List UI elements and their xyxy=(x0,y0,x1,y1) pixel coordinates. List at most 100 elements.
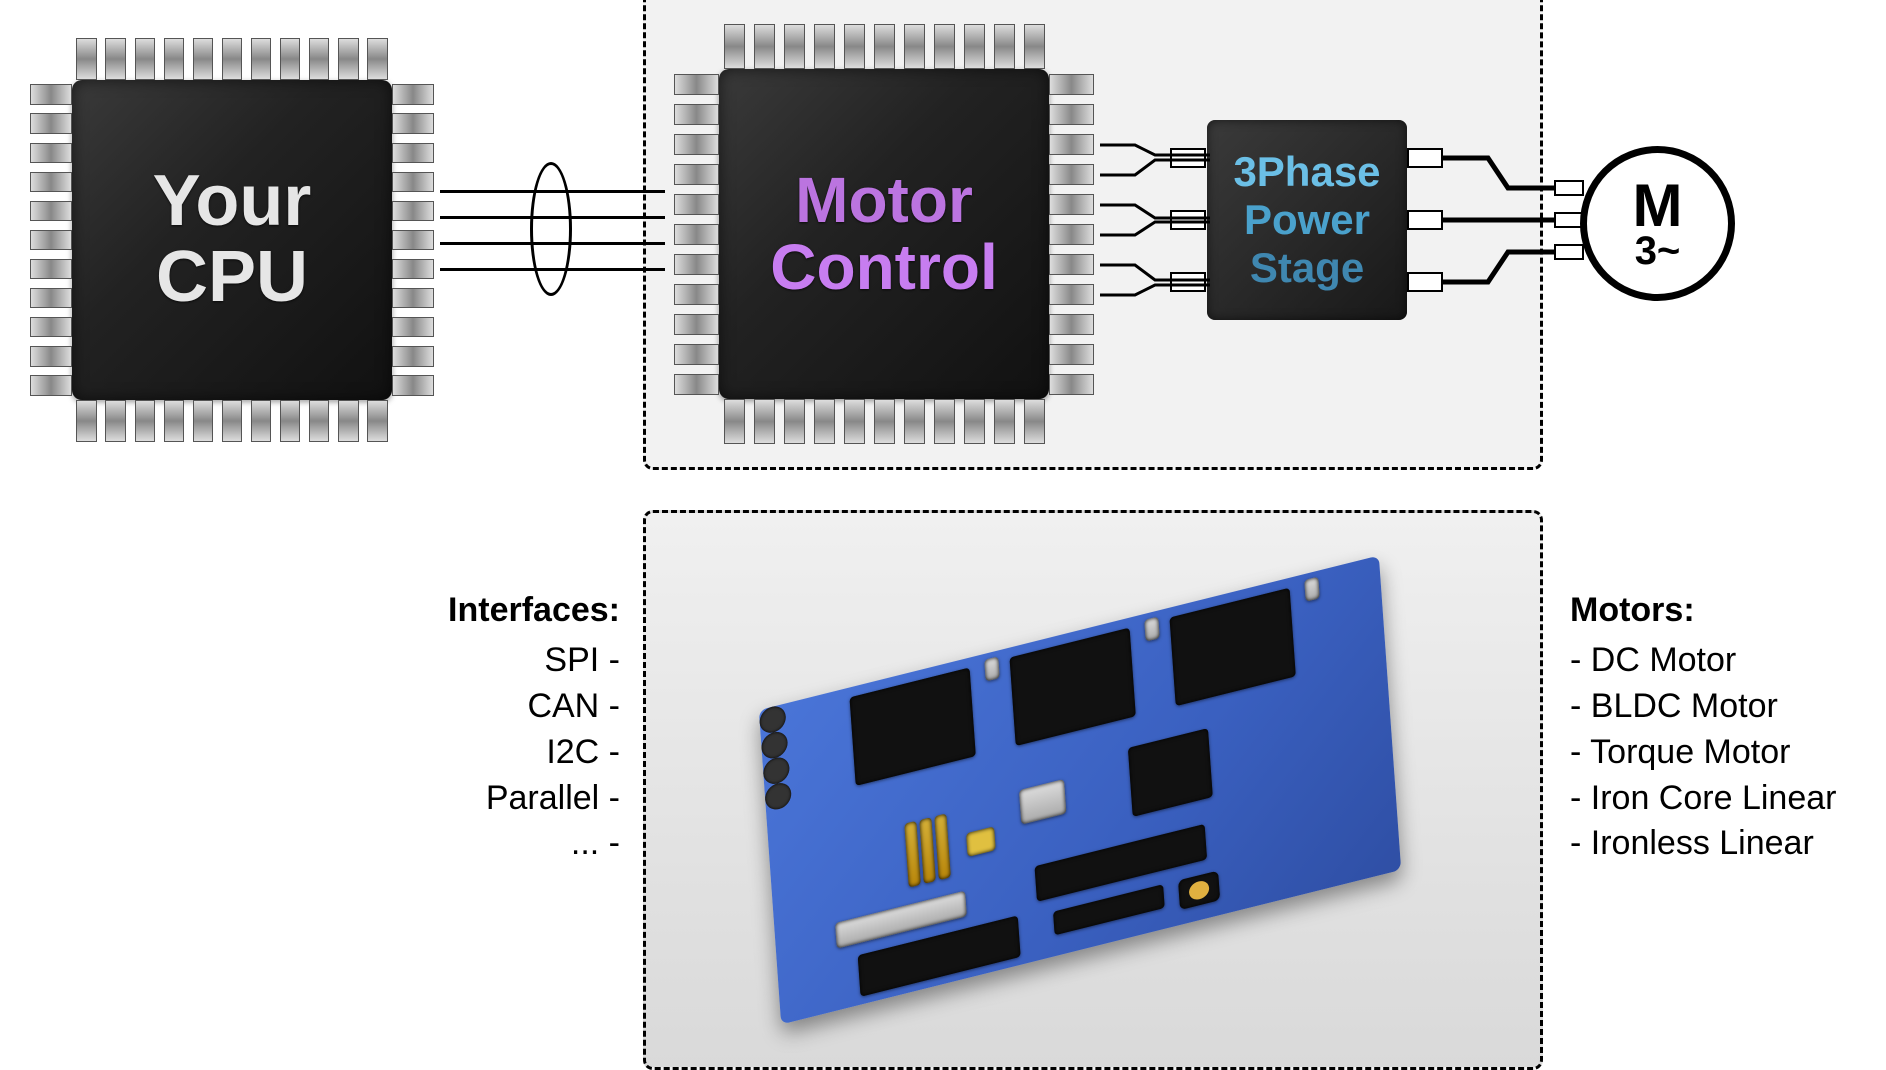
chip-pin xyxy=(934,399,955,444)
chip-pin xyxy=(994,399,1015,444)
chip-pin xyxy=(754,24,775,69)
motor-label-bot: 3~ xyxy=(1635,233,1681,269)
chip-pin xyxy=(674,314,719,335)
interfaces-list: Interfaces: SPI - CAN - I2C - Parallel -… xyxy=(360,588,620,867)
chip-pin xyxy=(1024,399,1045,444)
chip-pin xyxy=(193,38,213,80)
chip-pin xyxy=(754,399,775,444)
chip-pin xyxy=(367,400,387,442)
motors-list: Motors: - DC Motor - BLDC Motor - Torque… xyxy=(1570,588,1886,867)
chip-pin xyxy=(1049,254,1094,275)
bus-cable-ellipse-icon xyxy=(530,162,572,296)
motor-control-chip: Motor Control xyxy=(664,14,1104,454)
chip-pin xyxy=(30,172,72,192)
motors-item: - DC Motor xyxy=(1570,638,1886,684)
chip-pin xyxy=(30,113,72,133)
motors-item: - Ironless Linear xyxy=(1570,821,1886,867)
chip-pin xyxy=(222,38,242,80)
chip-pin xyxy=(934,24,955,69)
mc-chip-label-1: Motor xyxy=(795,167,973,234)
chip-pin xyxy=(814,399,835,444)
chip-pin xyxy=(30,346,72,366)
chip-pin xyxy=(674,344,719,365)
chip-pin xyxy=(309,400,329,442)
chip-pin xyxy=(30,143,72,163)
chip-pin xyxy=(105,400,125,442)
chip-pin xyxy=(844,24,865,69)
chip-pin xyxy=(904,399,925,444)
chip-pin xyxy=(30,259,72,279)
chip-pin xyxy=(280,38,300,80)
chip-pin xyxy=(338,38,358,80)
chip-pin xyxy=(251,38,271,80)
chip-pin xyxy=(30,288,72,308)
chip-pin xyxy=(392,288,434,308)
chip-pin xyxy=(164,400,184,442)
chip-pin xyxy=(674,284,719,305)
chip-pin xyxy=(1049,374,1094,395)
power-stage-chip: 3Phase Power Stage xyxy=(1207,120,1407,320)
chip-pin xyxy=(251,400,271,442)
chip-pin xyxy=(392,230,434,250)
chip-pin xyxy=(1024,24,1045,69)
pwr-to-motor-wires xyxy=(1443,148,1573,308)
chip-pin xyxy=(674,194,719,215)
chip-pin xyxy=(164,38,184,80)
chip-pin xyxy=(30,375,72,395)
chip-pin xyxy=(309,38,329,80)
interfaces-item: CAN - xyxy=(360,684,620,730)
chip-pin xyxy=(392,201,434,221)
chip-pin xyxy=(814,24,835,69)
chip-pin xyxy=(784,24,805,69)
interfaces-item: SPI - xyxy=(360,638,620,684)
chip-pin xyxy=(674,374,719,395)
chip-pin xyxy=(392,259,434,279)
chip-pin xyxy=(105,38,125,80)
pwr-stub xyxy=(1407,148,1443,168)
chip-pin xyxy=(338,400,358,442)
power-stage-label-1: 3Phase xyxy=(1233,148,1380,196)
chip-pin xyxy=(222,400,242,442)
chip-pin xyxy=(1049,164,1094,185)
chip-pin xyxy=(1049,194,1094,215)
chip-pin xyxy=(724,24,745,69)
chip-pin xyxy=(30,317,72,337)
chip-pin xyxy=(392,317,434,337)
chip-pin xyxy=(784,399,805,444)
chip-pin xyxy=(392,143,434,163)
motor-symbol: M 3~ xyxy=(1560,140,1760,310)
power-stage-label-3: Stage xyxy=(1250,244,1364,292)
motors-item: - BLDC Motor xyxy=(1570,684,1886,730)
chip-pin xyxy=(724,399,745,444)
cpu-chip: Your CPU xyxy=(22,30,442,450)
chip-pin xyxy=(280,400,300,442)
chip-pin xyxy=(367,38,387,80)
chip-pin xyxy=(874,399,895,444)
chip-pin xyxy=(30,201,72,221)
chip-pin xyxy=(1049,74,1094,95)
chip-pin xyxy=(135,400,155,442)
chip-pin xyxy=(392,346,434,366)
chip-pin xyxy=(674,74,719,95)
chip-pin xyxy=(392,113,434,133)
mc-chip-label-2: Control xyxy=(770,234,998,301)
pwr-stub xyxy=(1407,210,1443,230)
chip-pin xyxy=(1049,314,1094,335)
chip-pin xyxy=(1049,344,1094,365)
interfaces-item: Parallel - xyxy=(360,776,620,822)
chip-pin xyxy=(392,375,434,395)
chip-pin xyxy=(1049,104,1094,125)
interfaces-item: ... - xyxy=(360,821,620,867)
power-stage-label-2: Power xyxy=(1244,196,1370,244)
chip-pin xyxy=(76,400,96,442)
chip-pin xyxy=(964,24,985,69)
pwr-stub xyxy=(1407,272,1443,292)
chip-pin xyxy=(30,84,72,104)
chip-pin xyxy=(392,84,434,104)
chip-pin xyxy=(30,230,72,250)
interfaces-item: I2C - xyxy=(360,730,620,776)
diagram-canvas: Your CPU Motor Control 3Phase Power Stag… xyxy=(0,0,1886,1039)
motors-item: - Torque Motor xyxy=(1570,730,1886,776)
chip-pin xyxy=(674,134,719,155)
chip-pin xyxy=(904,24,925,69)
